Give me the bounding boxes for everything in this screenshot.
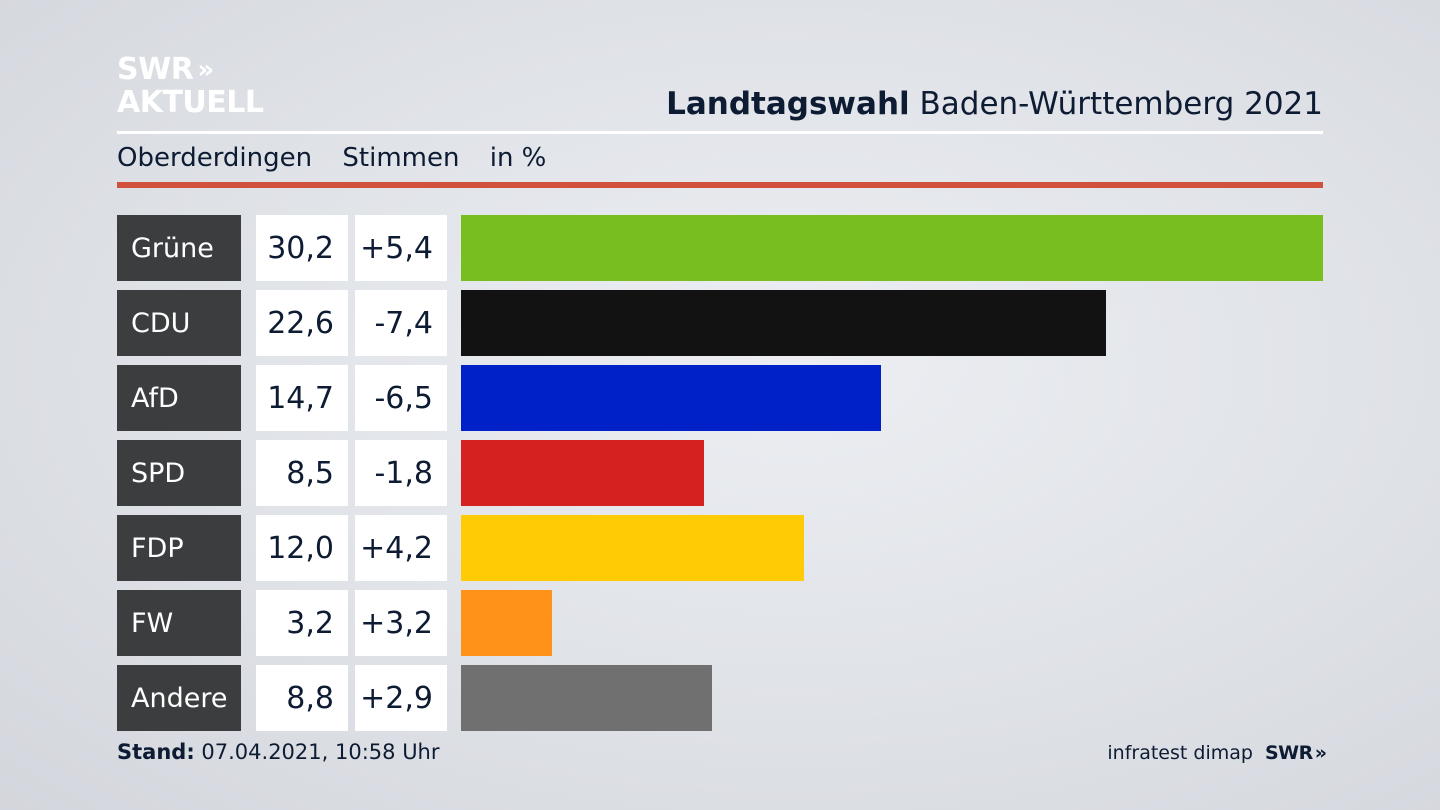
timestamp: Stand: 07.04.2021, 10:58 Uhr [117, 740, 440, 764]
brand-swr: SWR [1264, 742, 1313, 764]
chart-subtitle: Oberderdingen Stimmen in % [117, 143, 568, 173]
vote-share-bar [461, 590, 553, 656]
party-label: Grüne [117, 215, 241, 281]
party-label: AfD [117, 365, 241, 431]
subtitle-unit: in % [489, 143, 547, 173]
chart-row: FDP 12,0 +4,2 [117, 515, 1323, 581]
vote-share-label: 22,6 [256, 290, 348, 356]
vote-share-label: 8,5 [256, 440, 348, 506]
change-label: -6,5 [355, 365, 447, 431]
chart-row: FW 3,2 +3,2 [117, 590, 1323, 656]
change-label: +3,2 [355, 590, 447, 656]
vote-share-bar [461, 515, 804, 581]
source-credit: infratest dimap SWR» [1107, 742, 1327, 764]
change-label: +5,4 [355, 215, 447, 281]
chart-row: AfD 14,7 -6,5 [117, 365, 1323, 431]
chart-title: Landtagswahl Baden-Württemberg 2021 [666, 86, 1323, 122]
vote-share-label: 3,2 [256, 590, 348, 656]
vote-share-label: 30,2 [256, 215, 348, 281]
swr-brand-logo: SWR» [1264, 742, 1327, 764]
vote-share-bar [461, 365, 881, 431]
chart-row: CDU 22,6 -7,4 [117, 290, 1323, 356]
subtitle-measure: Stimmen [342, 143, 460, 173]
brand-arrows-icon: » [1314, 742, 1327, 764]
stand-value: 07.04.2021, 10:58 Uhr [201, 740, 440, 764]
logo-swr: SWR [117, 52, 194, 87]
vote-share-label: 8,8 [256, 665, 348, 731]
chart-row: Andere 8,8 +2,9 [117, 665, 1323, 731]
chart-row: Grüne 30,2 +5,4 [117, 215, 1323, 281]
party-label: SPD [117, 440, 241, 506]
vote-share-label: 14,7 [256, 365, 348, 431]
party-label: CDU [117, 290, 241, 356]
change-label: +2,9 [355, 665, 447, 731]
change-label: -1,8 [355, 440, 447, 506]
header-divider [117, 131, 1323, 134]
vote-share-bar [461, 440, 704, 506]
chart-row: SPD 8,5 -1,8 [117, 440, 1323, 506]
source-label: infratest dimap [1107, 742, 1253, 764]
title-rest: Baden-Württemberg 2021 [919, 86, 1323, 122]
change-label: -7,4 [355, 290, 447, 356]
subtitle-divider [117, 182, 1323, 188]
party-label: Andere [117, 665, 241, 731]
party-label: FW [117, 590, 241, 656]
vote-share-bar [461, 215, 1323, 281]
vote-share-bar [461, 290, 1107, 356]
logo-arrows-icon: » [197, 55, 214, 85]
title-bold: Landtagswahl [666, 86, 910, 122]
logo-aktuell: AKTUELL [117, 85, 264, 120]
swr-aktuell-logo: SWR» AKTUELL [117, 54, 264, 120]
vote-share-bar [461, 665, 713, 731]
party-label: FDP [117, 515, 241, 581]
change-label: +4,2 [355, 515, 447, 581]
vote-share-label: 12,0 [256, 515, 348, 581]
subtitle-place: Oberderdingen [117, 143, 313, 173]
stand-label: Stand: [117, 740, 195, 764]
